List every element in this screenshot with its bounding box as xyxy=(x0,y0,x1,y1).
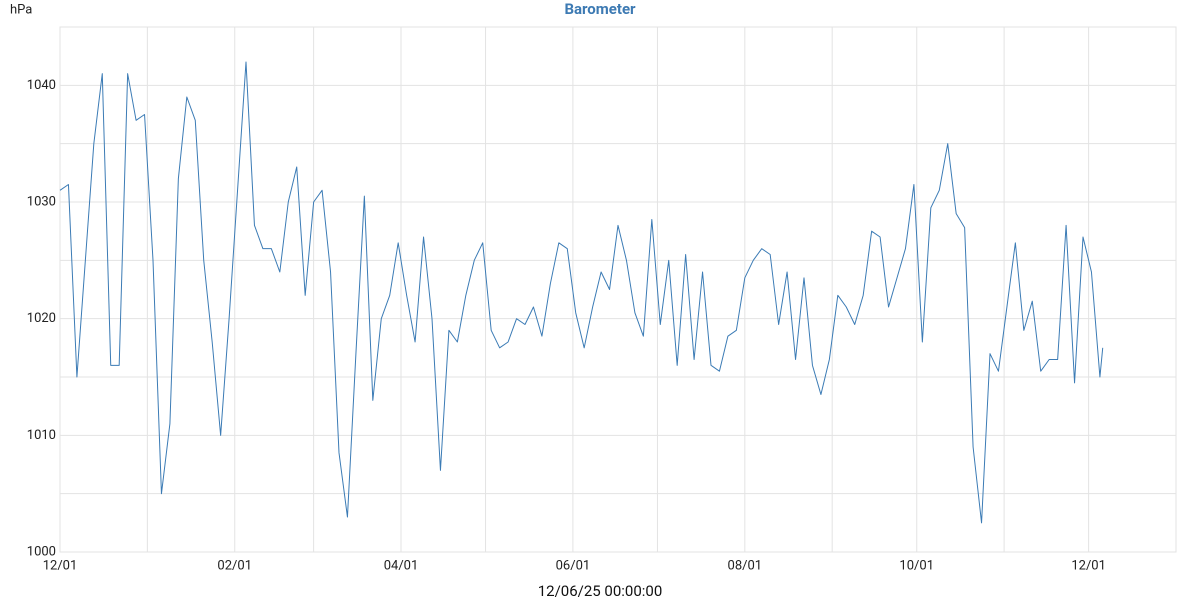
x-tick-label: 12/01 xyxy=(43,558,78,573)
x-tick-label: 02/01 xyxy=(217,558,252,573)
y-tick-label: 1000 xyxy=(27,544,56,559)
y-axis-label: hPa xyxy=(10,2,32,17)
y-tick-label: 1030 xyxy=(27,194,56,209)
chart-title: Barometer xyxy=(564,0,636,18)
data-line xyxy=(59,61,1104,524)
y-tick-label: 1020 xyxy=(27,311,56,326)
cursor-label: 12/06/25 00:00:00 xyxy=(538,582,663,600)
plot-frame xyxy=(59,26,1177,553)
x-tick-label: 04/01 xyxy=(384,558,419,573)
x-tick-label: 08/01 xyxy=(728,558,763,573)
x-tick-label: 12/01 xyxy=(1071,558,1106,573)
x-tick-label: 06/01 xyxy=(556,558,591,573)
x-tick-label: 10/01 xyxy=(899,558,934,573)
y-tick-label: 1040 xyxy=(27,78,56,93)
y-tick-label: 1010 xyxy=(27,428,56,443)
